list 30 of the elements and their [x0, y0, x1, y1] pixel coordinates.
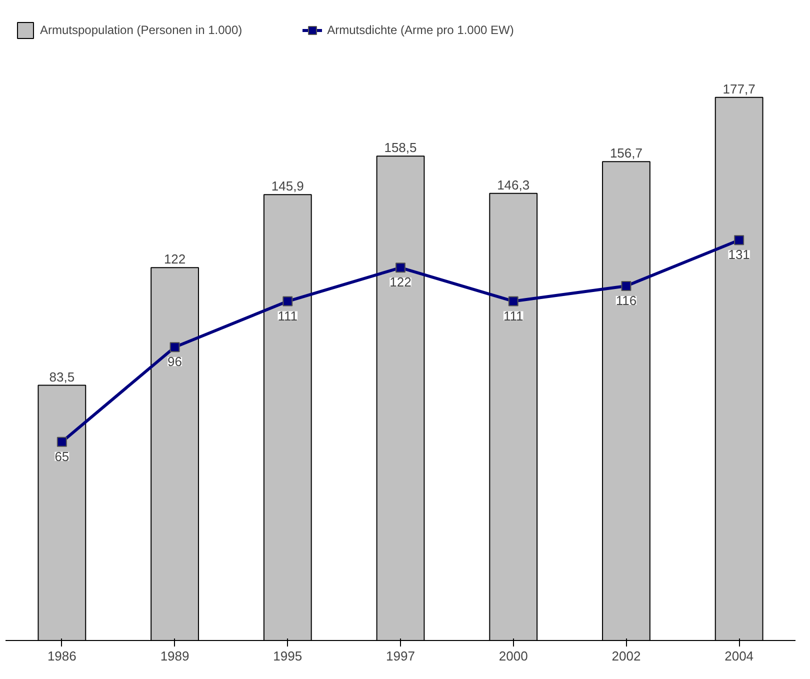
data-label: 65 — [54, 448, 70, 464]
x-tick-label: 1986 — [47, 648, 76, 664]
data-label: 111 — [278, 308, 298, 324]
point — [396, 262, 406, 273]
data-label: 116 — [616, 292, 637, 308]
data-label: 156,7 — [610, 146, 642, 161]
x-tick-label: 2000 — [498, 648, 528, 664]
data-label: 146,3 — [497, 177, 530, 192]
x-tick-label: 1989 — [160, 648, 190, 664]
data-label: 111 — [503, 308, 524, 324]
data-label: 96 — [168, 354, 182, 370]
x-tick-label: 1995 — [273, 648, 302, 664]
data-label: 83,5 — [49, 369, 75, 384]
legend-label: Armutspopulation (Personen in 1.000) — [40, 23, 242, 37]
data-label: 158,5 — [384, 140, 417, 156]
data-label: 131 — [728, 247, 750, 262]
x-tick-label: 1997 — [386, 648, 415, 664]
point — [56, 436, 67, 447]
data-label: 122 — [390, 274, 412, 290]
data-label: 177,7 — [722, 81, 756, 96]
x-tick-label: 2002 — [612, 648, 641, 664]
legend-label: Armutsdichte (Arme pro 1.000 EW) — [327, 23, 514, 37]
data-label: 122 — [164, 252, 186, 267]
point — [170, 342, 180, 352]
data-label: 145,9 — [271, 178, 304, 194]
point — [282, 296, 293, 306]
point — [621, 280, 632, 291]
x-tick-label: 2004 — [724, 648, 754, 664]
point — [508, 296, 518, 306]
point — [734, 235, 744, 246]
